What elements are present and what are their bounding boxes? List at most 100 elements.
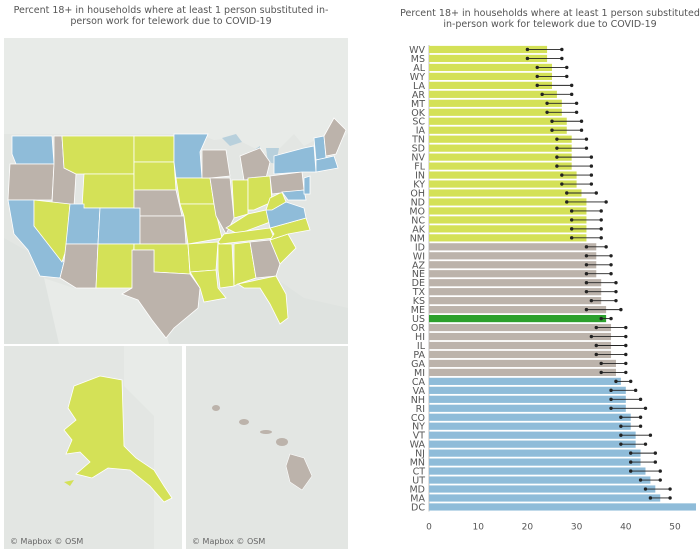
state-co[interactable]: [97, 207, 141, 245]
state-or[interactable]: [7, 163, 55, 201]
state-md[interactable]: [281, 189, 307, 201]
state-nj[interactable]: [303, 175, 311, 195]
bar-or[interactable]: [429, 323, 612, 332]
bar-ia[interactable]: [429, 126, 567, 134]
bar-wa[interactable]: [429, 440, 636, 448]
state-nv[interactable]: [33, 199, 71, 263]
state-wi[interactable]: [201, 149, 231, 179]
bar-hi[interactable]: [429, 332, 612, 341]
bar-ks[interactable]: [429, 297, 602, 305]
ci-high-point-us: [609, 316, 613, 321]
state-mt[interactable]: [61, 135, 135, 175]
bar-me[interactable]: [429, 306, 607, 314]
bar-ma[interactable]: [429, 494, 661, 502]
bar-sc[interactable]: [429, 117, 567, 125]
bar-ky[interactable]: [429, 180, 577, 188]
bar-la[interactable]: [429, 81, 552, 89]
bar-nm[interactable]: [429, 234, 587, 242]
state-al[interactable]: [233, 241, 257, 287]
bar-vt[interactable]: [429, 431, 636, 439]
ci-low-point-az: [584, 263, 589, 267]
state-in[interactable]: [231, 179, 249, 219]
bar-de[interactable]: [429, 279, 602, 287]
category-label-hi: HI: [415, 332, 425, 343]
category-label-il: IL: [417, 341, 426, 352]
bar-ct[interactable]: [429, 467, 646, 475]
bar-mo[interactable]: [429, 207, 587, 215]
state-sd[interactable]: [133, 161, 177, 191]
state-la[interactable]: [189, 269, 227, 303]
state-ne[interactable]: [133, 189, 183, 217]
state-mi[interactable]: [239, 147, 271, 181]
state-hi[interactable]: [285, 453, 313, 491]
bar-in[interactable]: [429, 171, 577, 179]
bar-nh[interactable]: [429, 395, 626, 403]
bar-tx[interactable]: [429, 288, 602, 296]
state-wa[interactable]: [11, 135, 55, 165]
bar-ut[interactable]: [429, 476, 651, 484]
bar-al[interactable]: [429, 63, 552, 72]
bar-ms[interactable]: [429, 54, 548, 63]
bar-md[interactable]: [429, 485, 656, 493]
bar-nj[interactable]: [429, 449, 641, 457]
ci-high-point-ut: [658, 478, 662, 482]
state-fl[interactable]: [236, 275, 289, 325]
state-nm[interactable]: [95, 243, 135, 289]
state-oh[interactable]: [247, 175, 273, 211]
ci-low-point-nj: [629, 451, 633, 455]
state-nd[interactable]: [133, 135, 175, 163]
ci-high-point-tx: [614, 289, 618, 294]
bar-az[interactable]: [429, 261, 597, 269]
bar-il[interactable]: [429, 341, 612, 350]
bar-wi[interactable]: [429, 252, 597, 260]
bar-mi[interactable]: [429, 368, 616, 377]
x-tick-label-10: 10: [472, 522, 484, 532]
alaska-map-svg: [4, 346, 182, 549]
state-mo[interactable]: [179, 203, 223, 245]
state-ny[interactable]: [273, 145, 317, 175]
state-tx[interactable]: [121, 249, 201, 339]
bar-nv[interactable]: [429, 153, 572, 161]
bar-tn[interactable]: [429, 135, 572, 143]
state-az[interactable]: [59, 243, 99, 289]
bar-id[interactable]: [429, 243, 597, 251]
bar-oh[interactable]: [429, 189, 582, 197]
bar-ga[interactable]: [429, 359, 616, 368]
bar-ri[interactable]: [429, 404, 626, 412]
map-contiguous-us[interactable]: [4, 38, 348, 344]
bar-ca[interactable]: [429, 377, 621, 385]
bar-ok[interactable]: [429, 108, 562, 116]
category-label-de: DE: [412, 278, 425, 289]
bar-sd[interactable]: [429, 144, 572, 152]
state-ak[interactable]: [63, 375, 173, 503]
state-ma-ct-ri[interactable]: [315, 155, 339, 173]
bar-nd[interactable]: [429, 198, 587, 206]
state-wy[interactable]: [81, 173, 135, 209]
bar-co[interactable]: [429, 413, 631, 421]
bar-fl[interactable]: [429, 162, 572, 170]
attribution-alaska[interactable]: © Mapbox © OSM: [10, 537, 84, 546]
bar-us[interactable]: [429, 314, 607, 323]
map-alaska[interactable]: © Mapbox © OSM: [4, 346, 182, 549]
bar-mn[interactable]: [429, 458, 641, 466]
state-ia[interactable]: [175, 177, 215, 205]
state-me[interactable]: [323, 117, 347, 157]
state-ks[interactable]: [139, 215, 187, 245]
state-ar[interactable]: [187, 241, 219, 273]
bar-nc[interactable]: [429, 216, 587, 224]
bar-pa[interactable]: [429, 350, 612, 359]
bar-wv[interactable]: [429, 45, 548, 54]
bar-ny[interactable]: [429, 422, 631, 430]
bar-ak[interactable]: [429, 225, 587, 233]
bar-ne[interactable]: [429, 270, 597, 278]
attribution-hawaii[interactable]: © Mapbox © OSM: [192, 537, 266, 546]
bar-va[interactable]: [429, 386, 626, 394]
state-ga[interactable]: [249, 239, 281, 279]
bar-mt[interactable]: [429, 99, 562, 107]
bar-dc[interactable]: [429, 503, 696, 511]
state-ut[interactable]: [65, 203, 101, 245]
bar-wy[interactable]: [429, 72, 552, 80]
map-hawaii[interactable]: © Mapbox © OSM: [186, 346, 348, 549]
bar-ar[interactable]: [429, 90, 557, 98]
state-ms[interactable]: [217, 243, 235, 289]
